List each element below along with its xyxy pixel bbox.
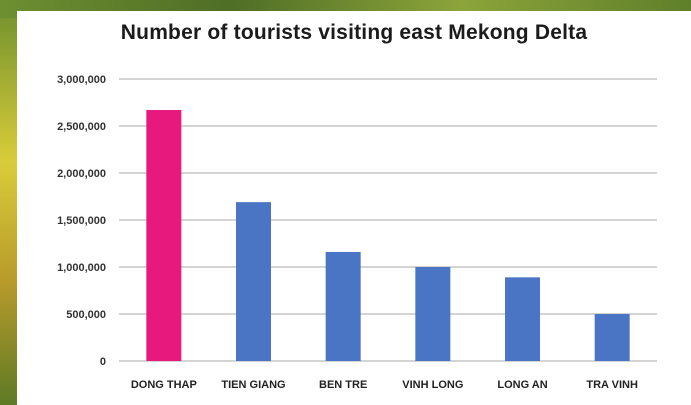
y-tick-label: 2,000,000 [57, 168, 106, 180]
y-tick-label: 1,000,000 [57, 262, 106, 274]
x-tick-label: DONG THAP [131, 379, 197, 391]
y-tick-label: 0 [100, 356, 106, 368]
bar [594, 314, 630, 361]
chart-title: Number of tourists visiting east Mekong … [120, 21, 588, 44]
bar [236, 202, 271, 361]
bar [415, 267, 451, 361]
y-tick-label: 500,000 [66, 309, 106, 321]
chart-panel: Number of tourists visiting east Mekong … [17, 11, 691, 405]
bar-chart: 0 500,000 1,000,000 1,500,000 2,000,000 2,500… [57, 74, 657, 391]
y-tick-label: 2,500,000 [57, 121, 106, 133]
x-tick-label: LONG AN [497, 379, 547, 391]
x-tick-label: BEN TRE [319, 379, 367, 391]
y-tick-label: 3,000,000 [57, 74, 106, 86]
x-tick-label: TRA VINH [586, 379, 638, 391]
bar [146, 110, 182, 362]
y-tick-label: 1,500,000 [57, 215, 106, 227]
x-tick-label: VINH LONG [402, 379, 463, 391]
bar [325, 251, 361, 361]
x-tick-label: TIEN GIANG [221, 379, 285, 391]
bar [505, 277, 540, 361]
